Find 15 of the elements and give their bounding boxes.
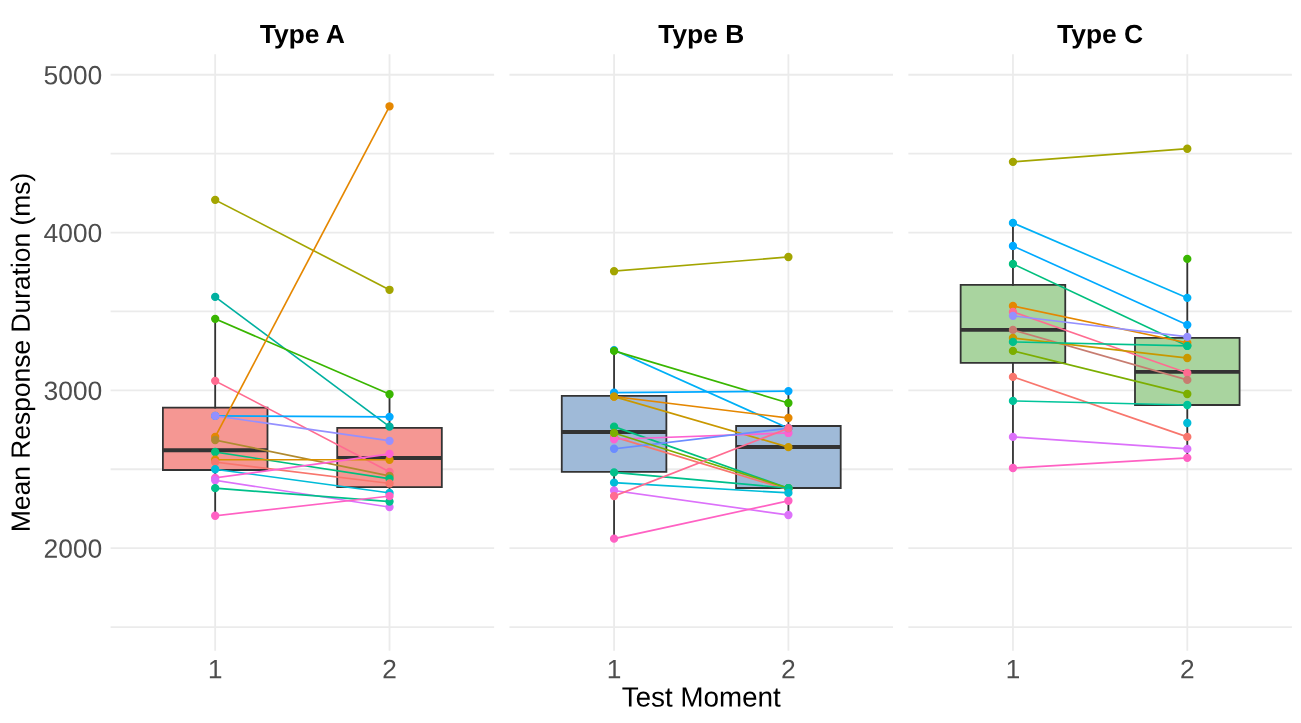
y-tick-label: 5000 [44,65,102,85]
x-tick-label: 2 [782,659,795,679]
y-tick-label: 4000 [44,223,102,243]
chart-title: Type A [260,24,345,49]
y-axis-title: Mean Response Duration (ms) [10,174,36,530]
chart-title: Type C [1057,24,1143,49]
x-tick-label: 1 [1007,660,1019,679]
y-tick-label: 3000 [44,381,102,401]
x-tick-label: 1 [209,660,222,679]
x-tick-label: 1 [608,660,621,679]
x-tick-label: 2 [383,659,396,679]
x-axis-title: Test Moment [622,687,781,707]
x-tick-label: 2 [1181,659,1194,679]
chart-title: Type B [658,24,744,49]
y-tick-label: 2000 [44,539,102,558]
